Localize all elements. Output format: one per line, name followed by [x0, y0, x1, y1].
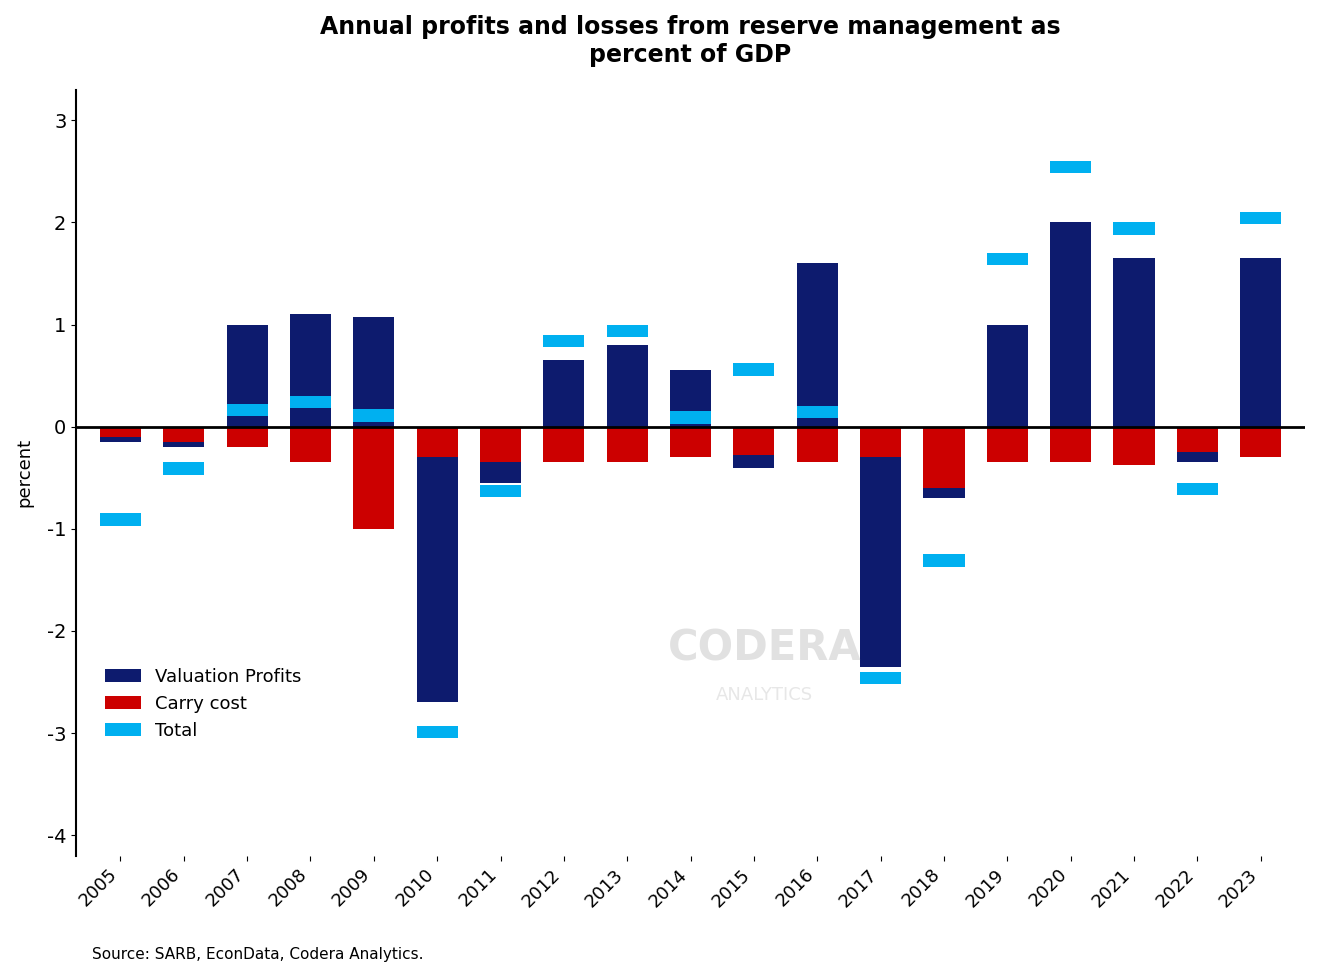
Legend: Valuation Profits, Carry cost, Total: Valuation Profits, Carry cost, Total	[98, 660, 309, 747]
Title: Annual profits and losses from reserve management as
percent of GDP: Annual profits and losses from reserve m…	[321, 15, 1061, 67]
Bar	[544, 361, 585, 427]
Bar	[861, 672, 902, 684]
Bar	[354, 427, 395, 529]
Bar	[924, 554, 965, 567]
Bar	[1176, 427, 1218, 452]
Bar	[1049, 223, 1092, 427]
Bar	[544, 335, 585, 347]
Bar	[227, 404, 268, 416]
Bar	[417, 427, 458, 703]
Bar	[290, 314, 331, 427]
Text: Source: SARB, EconData, Codera Analytics.: Source: SARB, EconData, Codera Analytics…	[92, 948, 424, 962]
Bar	[797, 263, 838, 427]
Text: CODERA: CODERA	[668, 628, 861, 670]
Bar	[354, 317, 395, 427]
Bar	[607, 427, 648, 463]
Bar	[227, 427, 268, 447]
Bar	[290, 396, 331, 409]
Bar	[354, 410, 395, 421]
Bar	[607, 325, 648, 336]
Bar	[480, 427, 521, 463]
Bar	[417, 427, 458, 457]
Bar	[797, 427, 838, 463]
Bar	[100, 514, 141, 525]
Bar	[1239, 212, 1282, 225]
Bar	[417, 726, 458, 738]
Bar	[986, 253, 1028, 265]
Bar	[1049, 427, 1092, 463]
Text: ANALYTICS: ANALYTICS	[715, 685, 813, 704]
Bar	[924, 427, 965, 498]
Y-axis label: percent: percent	[15, 438, 33, 507]
Bar	[100, 427, 141, 437]
Bar	[671, 370, 711, 427]
Bar	[544, 427, 585, 463]
Bar	[1239, 258, 1282, 427]
Bar	[164, 427, 205, 447]
Bar	[986, 325, 1028, 427]
Bar	[986, 427, 1028, 463]
Bar	[480, 427, 521, 483]
Bar	[797, 406, 838, 418]
Bar	[1176, 483, 1218, 495]
Bar	[734, 427, 775, 455]
Bar	[671, 412, 711, 423]
Bar	[1239, 427, 1282, 457]
Bar	[924, 427, 965, 488]
Bar	[734, 363, 775, 376]
Bar	[1176, 427, 1218, 463]
Bar	[1113, 223, 1155, 234]
Bar	[734, 427, 775, 468]
Bar	[1049, 161, 1092, 174]
Bar	[227, 325, 268, 427]
Bar	[861, 427, 902, 457]
Bar	[164, 427, 205, 442]
Bar	[1113, 427, 1155, 466]
Bar	[100, 427, 141, 442]
Bar	[607, 345, 648, 427]
Bar	[164, 463, 205, 474]
Bar	[671, 427, 711, 457]
Bar	[480, 485, 521, 497]
Bar	[290, 427, 331, 463]
Bar	[861, 427, 902, 667]
Bar	[1113, 258, 1155, 427]
